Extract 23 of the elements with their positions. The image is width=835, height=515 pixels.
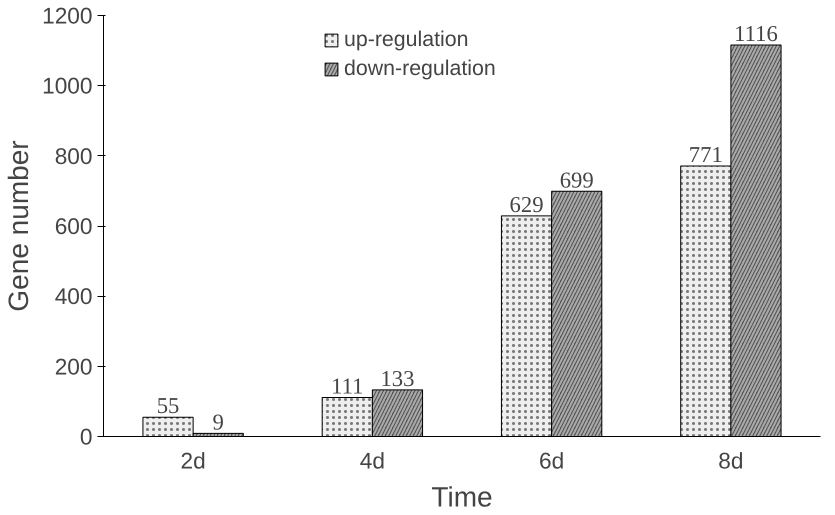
y-axis-title: Gene number xyxy=(3,140,34,312)
x-tick-label: 6d xyxy=(539,448,564,474)
y-tick-label: 400 xyxy=(54,283,93,310)
data-label: 55 xyxy=(156,393,180,418)
y-tick-label: 600 xyxy=(54,213,93,239)
legend-label: up-regulation xyxy=(344,27,469,52)
data-label: 133 xyxy=(380,366,414,391)
y-tick-label: 800 xyxy=(54,142,93,169)
data-label: 629 xyxy=(510,192,544,217)
x-tick-label: 8d xyxy=(718,448,744,474)
x-tick-label: 2d xyxy=(180,448,206,474)
data-label: 699 xyxy=(560,167,594,192)
data-label: 9 xyxy=(212,409,224,434)
data-label: 111 xyxy=(331,374,364,399)
legend-label: down-regulation xyxy=(344,56,496,81)
y-tick-label: 200 xyxy=(54,353,93,380)
y-tick-label: 0 xyxy=(80,424,93,450)
x-axis-title: Time xyxy=(431,482,493,512)
y-tick-label: 1000 xyxy=(42,72,93,99)
data-label: 771 xyxy=(688,142,723,168)
data-label: 1116 xyxy=(734,20,778,46)
x-tick-label: 4d xyxy=(360,448,385,474)
y-tick-label: 1200 xyxy=(42,2,93,28)
